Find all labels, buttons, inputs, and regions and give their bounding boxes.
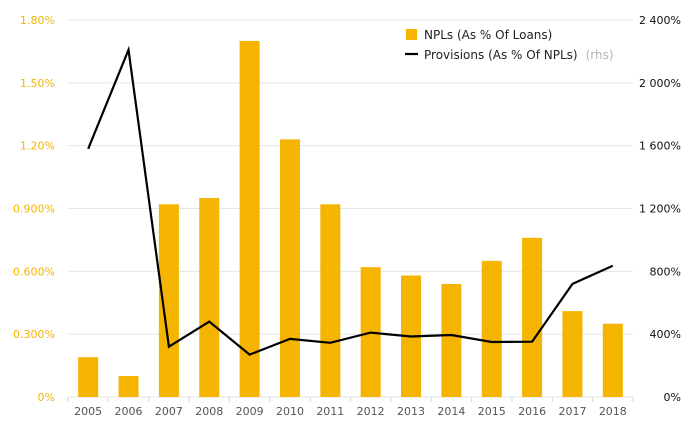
bar-npls-2018 (602, 323, 623, 397)
gridlines (68, 19, 633, 398)
right-axis-tick-label: 400% (650, 328, 681, 341)
left-axis-tick-label: 1.50% (20, 77, 55, 90)
bar-npls-2010 (279, 139, 300, 397)
bar-npls-2005 (78, 357, 99, 397)
x-axis-tick-label: 2017 (558, 405, 586, 418)
x-axis-tick-label: 2012 (357, 405, 385, 418)
left-axis-tick-label: 0.600% (13, 265, 55, 278)
bar-npls-2011 (320, 204, 341, 397)
right-y-axis: 0% 400% 800% 1 200% 1 600% 2 000% 2 400% (639, 14, 681, 404)
x-axis-tick-label: 2014 (437, 405, 465, 418)
x-axis-tick-label: 2008 (195, 405, 223, 418)
left-axis-tick-label: 1.80% (20, 14, 55, 27)
bar-npls-2009 (239, 40, 260, 397)
x-axis-tick-label: 2009 (236, 405, 264, 418)
x-axis-tick-label: 2016 (518, 405, 546, 418)
x-axis-tick-label: 2005 (74, 405, 102, 418)
bar-npls-2017 (562, 311, 583, 397)
x-axis-tick-label: 2007 (155, 405, 183, 418)
left-axis-tick-label: 0.900% (13, 203, 55, 216)
left-axis-tick-label: 0.300% (13, 328, 55, 341)
x-axis-tick-label: 2018 (599, 405, 627, 418)
left-y-axis: 0% 0.300% 0.600% 0.900% 1.20% 1.50% 1.80% (13, 14, 55, 404)
x-axis-tick-label: 2010 (276, 405, 304, 418)
bar-npls-2007 (158, 204, 179, 397)
left-axis-tick-label: 1.20% (20, 140, 55, 153)
right-axis-tick-label: 1 200% (639, 203, 681, 216)
legend-label-npls: NPLs (As % Of Loans) (424, 28, 552, 42)
right-axis-tick-label: 2 400% (639, 14, 681, 27)
right-axis-tick-label: 800% (650, 265, 681, 278)
x-axis-tick-label: 2015 (478, 405, 506, 418)
x-axis-tick-label: 2013 (397, 405, 425, 418)
bar-npls-2008 (199, 198, 220, 397)
legend: NPLs (As % Of Loans) Provisions (As % Of… (405, 28, 614, 63)
right-axis-tick-label: 1 600% (639, 140, 681, 153)
bar-npls-2014 (441, 283, 462, 397)
legend-label-provisions-name: Provisions (As % Of NPLs) (424, 48, 578, 62)
line-series (87, 45, 614, 356)
bar-npls-2006 (118, 376, 139, 397)
legend-label-provisions-suffix: (rhs) (586, 48, 614, 62)
line-provisions (87, 45, 614, 356)
x-axis: 2005 2006 2007 2008 2009 2010 2011 2012 2013 2014… (67, 397, 634, 418)
legend-label-provisions: Provisions (As % Of NPLs) (rhs) (424, 46, 614, 63)
bar-npls-2016 (522, 237, 543, 397)
x-axis-tick-label: 2011 (316, 405, 344, 418)
right-axis-tick-label: 2 000% (639, 77, 681, 90)
left-axis-tick-label: 0% (38, 391, 55, 404)
x-axis-tick-label: 2006 (115, 405, 143, 418)
legend-swatch-npls (406, 29, 417, 40)
bar-npls-2015 (481, 260, 502, 397)
right-axis-tick-label: 0% (664, 391, 681, 404)
bar-series (78, 40, 623, 397)
